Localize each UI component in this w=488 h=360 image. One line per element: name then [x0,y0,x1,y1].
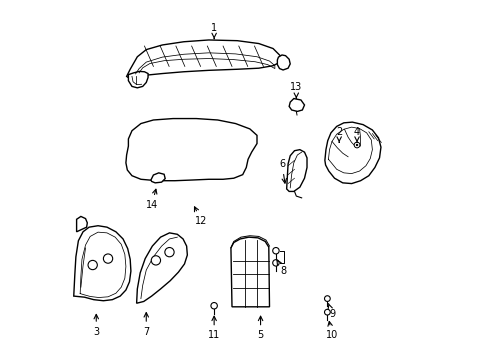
Circle shape [103,254,112,263]
Polygon shape [74,226,131,301]
Circle shape [210,302,217,309]
Circle shape [164,248,174,257]
Text: 2: 2 [335,127,342,142]
Circle shape [272,248,279,254]
Polygon shape [151,173,165,183]
Text: 1: 1 [211,23,217,39]
Polygon shape [128,71,148,88]
Text: 9: 9 [327,303,334,319]
Polygon shape [125,118,257,181]
Polygon shape [77,216,87,232]
Text: 11: 11 [207,316,220,341]
Text: 3: 3 [93,314,99,337]
Text: 8: 8 [276,260,286,276]
Polygon shape [136,233,187,303]
Circle shape [88,260,97,270]
Text: 4: 4 [353,127,359,142]
Text: 13: 13 [289,82,302,98]
Circle shape [324,309,329,315]
Circle shape [324,296,329,301]
Circle shape [356,144,357,146]
Text: 7: 7 [143,312,149,337]
Polygon shape [277,55,290,70]
Text: 5: 5 [257,316,263,341]
Text: 6: 6 [278,159,286,183]
Text: 14: 14 [145,189,158,210]
Circle shape [353,142,359,148]
Polygon shape [126,40,280,79]
Text: 12: 12 [194,207,207,226]
Polygon shape [230,237,269,307]
Polygon shape [324,122,380,184]
Circle shape [151,256,160,265]
Text: 10: 10 [325,321,338,341]
Polygon shape [288,99,304,111]
Polygon shape [286,150,306,192]
Circle shape [272,260,279,266]
